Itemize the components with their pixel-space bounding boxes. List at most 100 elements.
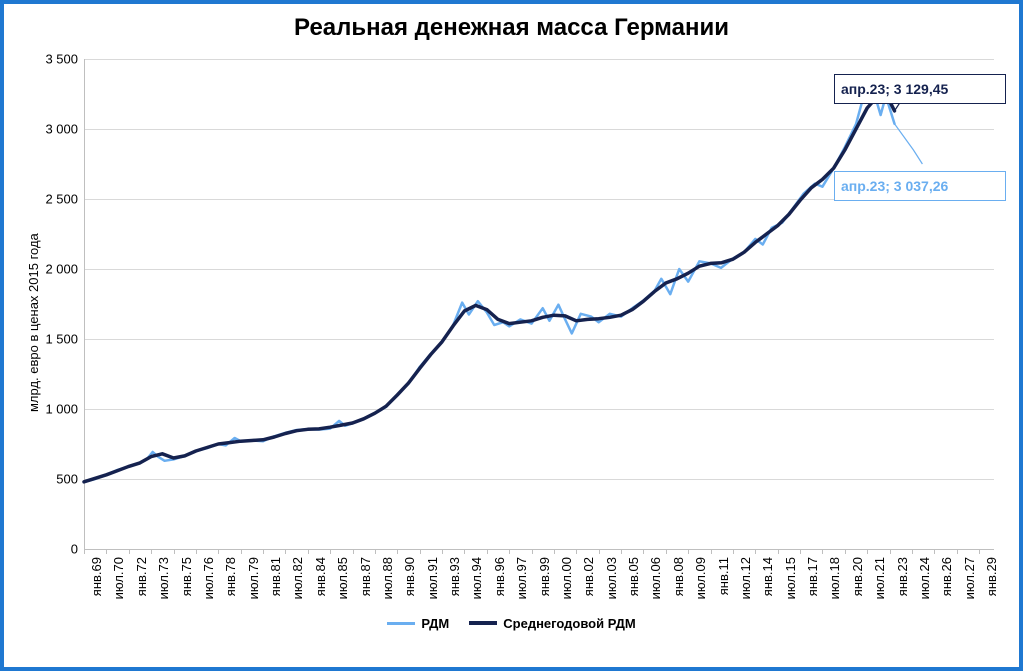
x-tick-label: июл.21 [872,557,887,599]
x-tick-label: янв.81 [268,557,283,596]
x-tick-label: июл.27 [962,557,977,599]
x-tick-label: янв.29 [984,557,999,596]
x-tick-mark [532,549,533,554]
x-tick-label: июл.15 [783,557,798,599]
x-tick-label: янв.99 [537,557,552,596]
x-tick-label: июл.12 [738,557,753,599]
series-svg [84,59,994,549]
x-tick-mark [106,549,107,554]
x-tick-mark [778,549,779,554]
x-tick-mark [353,549,354,554]
x-tick-mark [218,549,219,554]
y-tick-label: 0 [71,542,78,557]
x-tick-mark [711,549,712,554]
x-tick-mark [308,549,309,554]
x-tick-mark [151,549,152,554]
x-tick-label: июл.88 [380,557,395,599]
y-tick-label: 1 500 [45,332,78,347]
x-tick-mark [599,549,600,554]
x-tick-mark [576,549,577,554]
x-tick-label: янв.78 [223,557,238,596]
x-tick-label: июл.76 [201,557,216,599]
x-tick-mark [755,549,756,554]
x-tick-mark [979,549,980,554]
chart-title: Реальная денежная масса Германии [4,14,1019,42]
x-tick-label: янв.93 [447,557,462,596]
x-tick-label: июл.85 [335,557,350,599]
x-tick-label: июл.03 [604,557,619,599]
callout-box: апр.23; 3 037,26 [834,171,1006,201]
x-tick-mark [733,549,734,554]
x-tick-label: янв.11 [716,557,731,595]
plot-area: 05001 0001 5002 0002 5003 0003 500янв.69… [84,59,994,549]
x-tick-mark [285,549,286,554]
x-tick-mark [845,549,846,554]
x-tick-mark [643,549,644,554]
legend-item: РДМ [387,616,449,631]
legend-item: Среднегодовой РДМ [469,616,635,631]
x-tick-mark [800,549,801,554]
x-tick-mark [957,549,958,554]
x-tick-mark [867,549,868,554]
x-tick-mark [822,549,823,554]
x-tick-label: янв.96 [492,557,507,596]
x-tick-label: июл.70 [111,557,126,599]
x-tick-label: янв.87 [358,557,373,596]
x-tick-mark [420,549,421,554]
x-tick-label: июл.91 [425,557,440,599]
x-tick-label: июл.82 [290,557,305,599]
x-tick-label: июл.06 [648,557,663,599]
y-tick-label: 3 000 [45,122,78,137]
x-tick-label: янв.72 [134,557,149,596]
series-line [84,95,894,481]
x-tick-mark [129,549,130,554]
x-tick-label: янв.08 [671,557,686,596]
x-tick-mark [464,549,465,554]
x-tick-label: янв.02 [581,557,596,596]
x-tick-label: янв.75 [179,557,194,596]
x-tick-mark [688,549,689,554]
x-tick-label: июл.94 [469,557,484,599]
x-tick-mark [554,549,555,554]
x-tick-mark [509,549,510,554]
x-tick-mark [330,549,331,554]
x-tick-label: янв.90 [402,557,417,596]
x-tick-mark [934,549,935,554]
callout-leader [894,124,922,164]
y-tick-label: 3 500 [45,52,78,67]
x-tick-mark [912,549,913,554]
x-tick-mark [196,549,197,554]
x-tick-label: июл.00 [559,557,574,599]
x-tick-label: июл.73 [156,557,171,599]
x-tick-label: июл.24 [917,557,932,599]
legend-label: РДМ [421,616,449,631]
x-tick-label: янв.69 [89,557,104,596]
x-tick-label: июл.97 [514,557,529,599]
callout-box: апр.23; 3 129,45 [834,74,1006,104]
x-tick-label: янв.17 [805,557,820,596]
x-tick-label: янв.84 [313,557,328,596]
x-tick-mark [241,549,242,554]
y-tick-label: 2 000 [45,262,78,277]
chart-frame: Реальная денежная масса Германии млрд. е… [0,0,1023,671]
x-tick-mark [666,549,667,554]
x-tick-mark [621,549,622,554]
legend: РДМ Среднегодовой РДМ [4,613,1019,631]
x-tick-mark [263,549,264,554]
y-tick-label: 500 [56,472,78,487]
legend-swatch [469,621,497,625]
legend-swatch [387,622,415,625]
x-tick-label: июл.79 [246,557,261,599]
x-tick-mark [442,549,443,554]
x-tick-mark [174,549,175,554]
x-tick-mark [375,549,376,554]
y-tick-label: 1 000 [45,402,78,417]
x-tick-mark [487,549,488,554]
x-tick-mark [397,549,398,554]
legend-label: Среднегодовой РДМ [503,616,635,631]
y-axis-label: млрд. евро в ценах 2015 года [26,233,41,412]
x-tick-label: янв.23 [895,557,910,596]
x-tick-mark [890,549,891,554]
x-tick-label: июл.09 [693,557,708,599]
x-tick-label: янв.14 [760,557,775,596]
